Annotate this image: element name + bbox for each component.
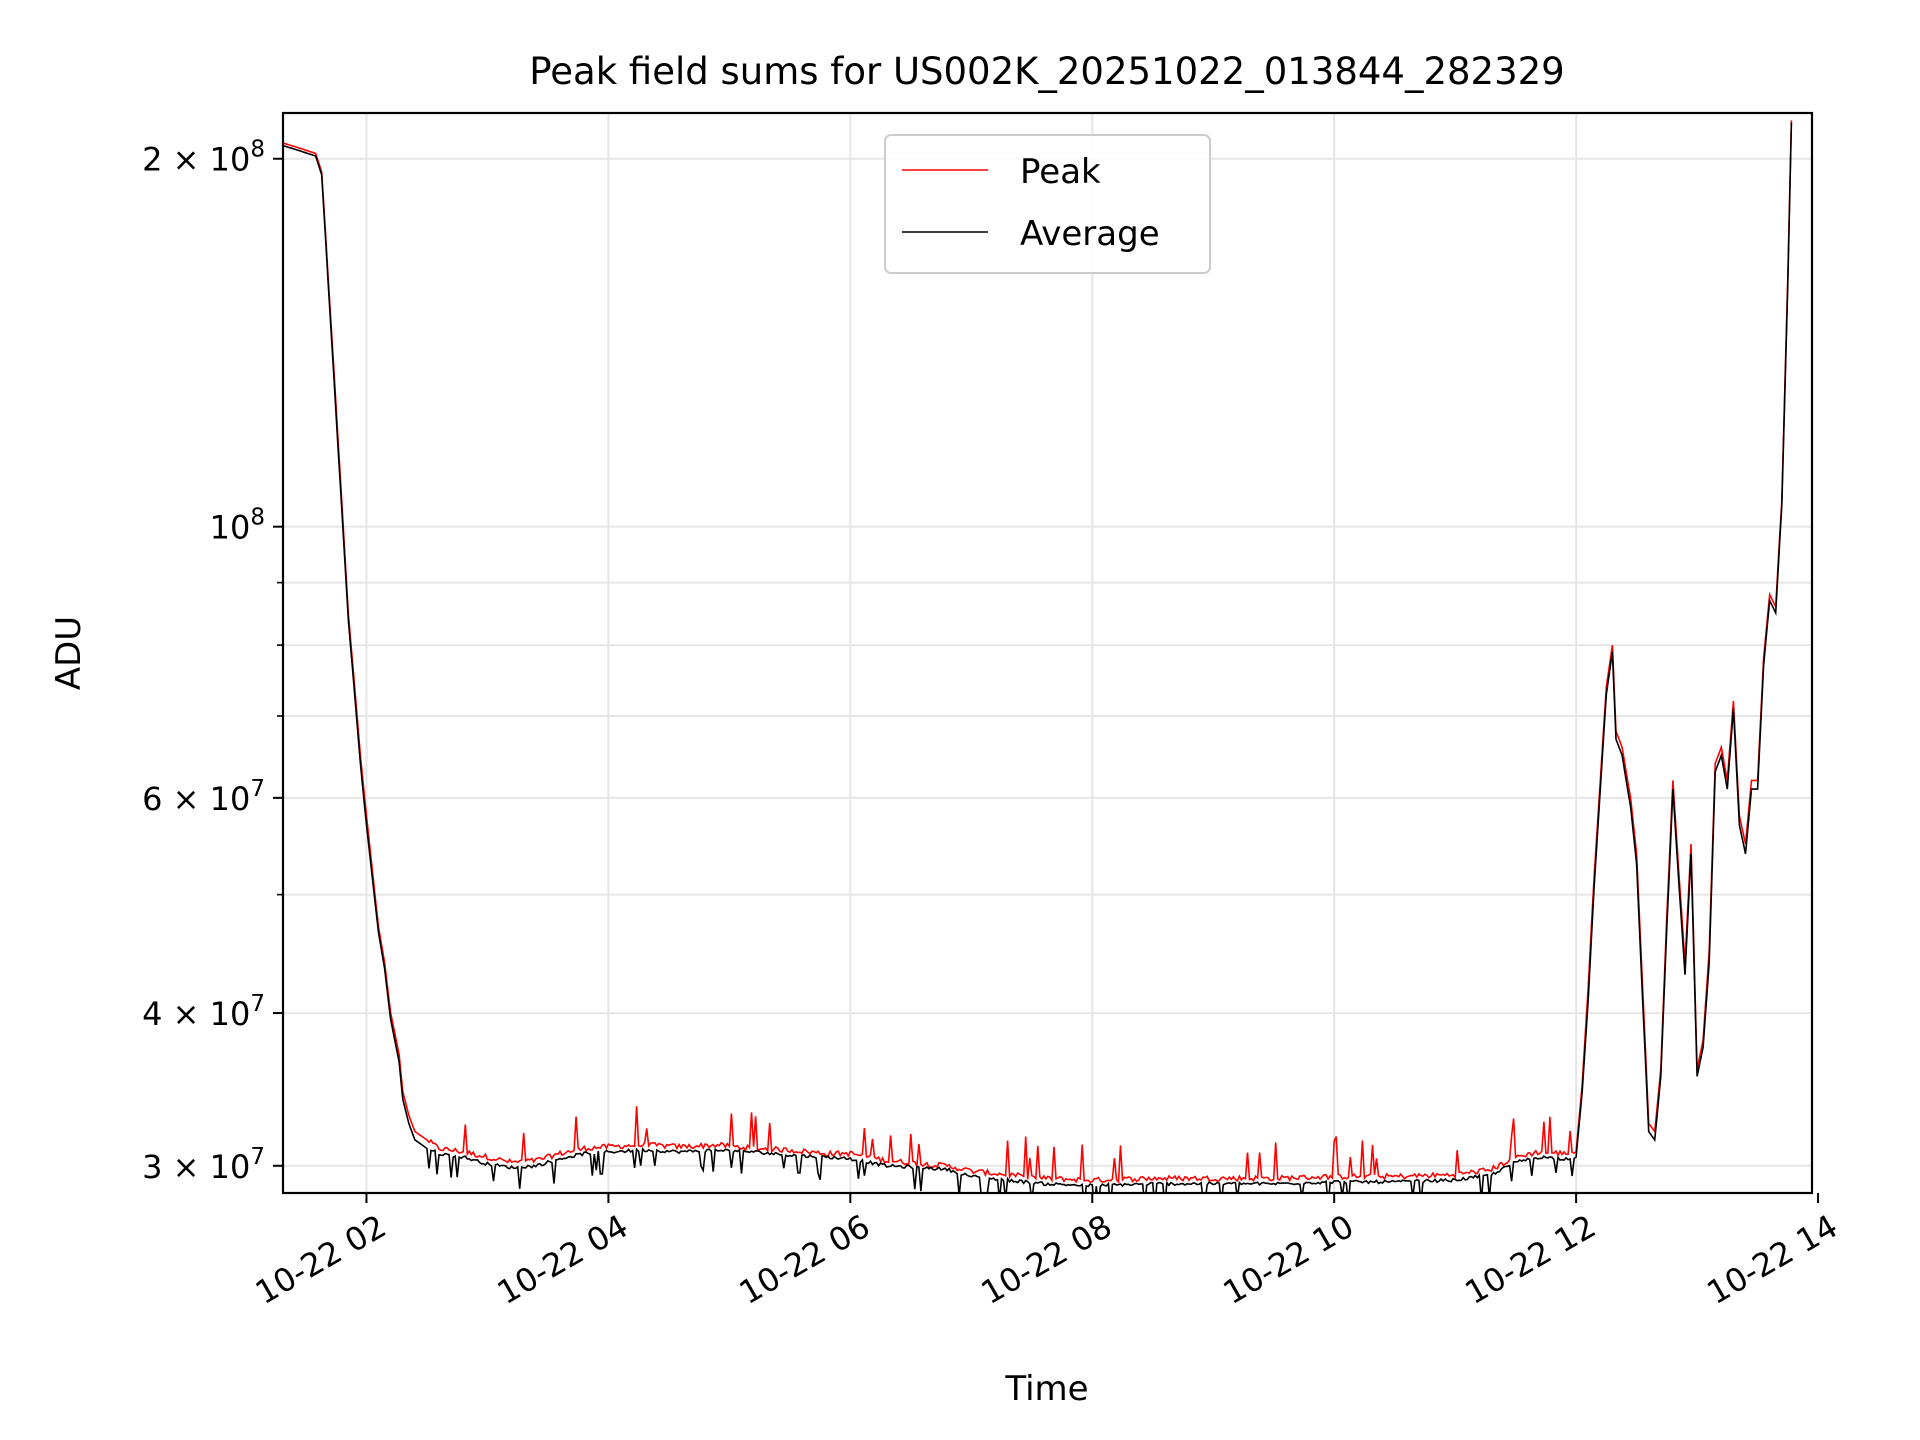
y-axis-label: ADU — [49, 616, 89, 690]
series-layer — [283, 120, 1793, 1193]
y-tick-label: 108 — [210, 505, 265, 547]
y-tick-label: 3 × 107 — [142, 1144, 265, 1186]
series-line-average — [283, 122, 1793, 1193]
plot-frame — [281, 111, 1814, 1195]
y-tick-label: 6 × 107 — [142, 776, 265, 818]
legend: Peak Average — [884, 134, 1211, 274]
series-line-peak — [283, 120, 1793, 1184]
y-tick-label: 2 × 108 — [142, 137, 265, 179]
y-axis: 3 × 107 4 × 107 6 × 107 108 2 × 108 — [142, 137, 283, 1186]
chart-title: Peak field sums for US002K_20251022_0138… — [529, 50, 1564, 93]
legend-peak-label: Peak — [1020, 152, 1101, 192]
y-tick-label: 4 × 107 — [142, 991, 265, 1033]
grid — [283, 113, 1812, 1193]
legend-average-label: Average — [1020, 214, 1160, 254]
x-axis-label: Time — [1004, 1369, 1088, 1409]
